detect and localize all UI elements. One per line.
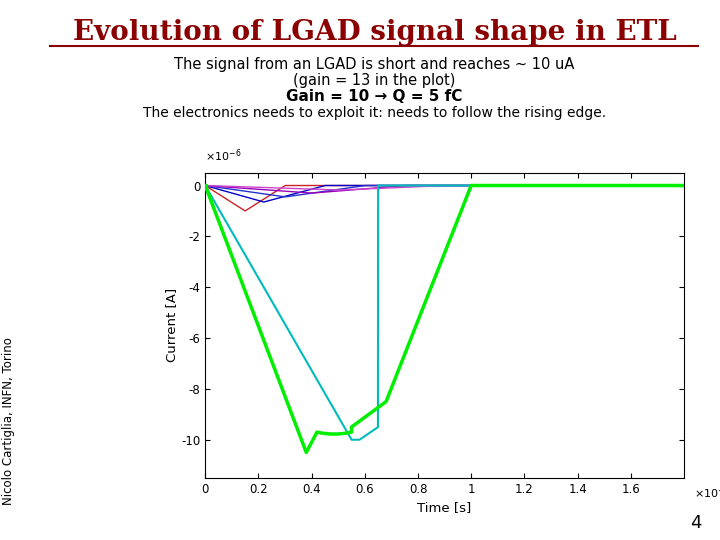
Text: 4: 4 [690,514,702,532]
Text: The signal from an LGAD is short and reaches ~ 10 uA: The signal from an LGAD is short and rea… [174,57,575,72]
X-axis label: Time [s]: Time [s] [418,501,472,514]
Text: (gain = 13 in the plot): (gain = 13 in the plot) [293,73,456,88]
Y-axis label: Current [A]: Current [A] [166,288,179,362]
Text: Gain = 10 → Q = 5 fC: Gain = 10 → Q = 5 fC [287,89,462,104]
Text: $\times10^{-6}$: $\times10^{-6}$ [693,484,720,501]
Text: $\times10^{-6}$: $\times10^{-6}$ [205,147,242,164]
Text: Nicolo Cartiglia, INFN, Torino: Nicolo Cartiglia, INFN, Torino [2,338,15,505]
Text: The electronics needs to exploit it: needs to follow the rising edge.: The electronics needs to exploit it: nee… [143,106,606,120]
Text: Evolution of LGAD signal shape in ETL: Evolution of LGAD signal shape in ETL [73,19,676,46]
